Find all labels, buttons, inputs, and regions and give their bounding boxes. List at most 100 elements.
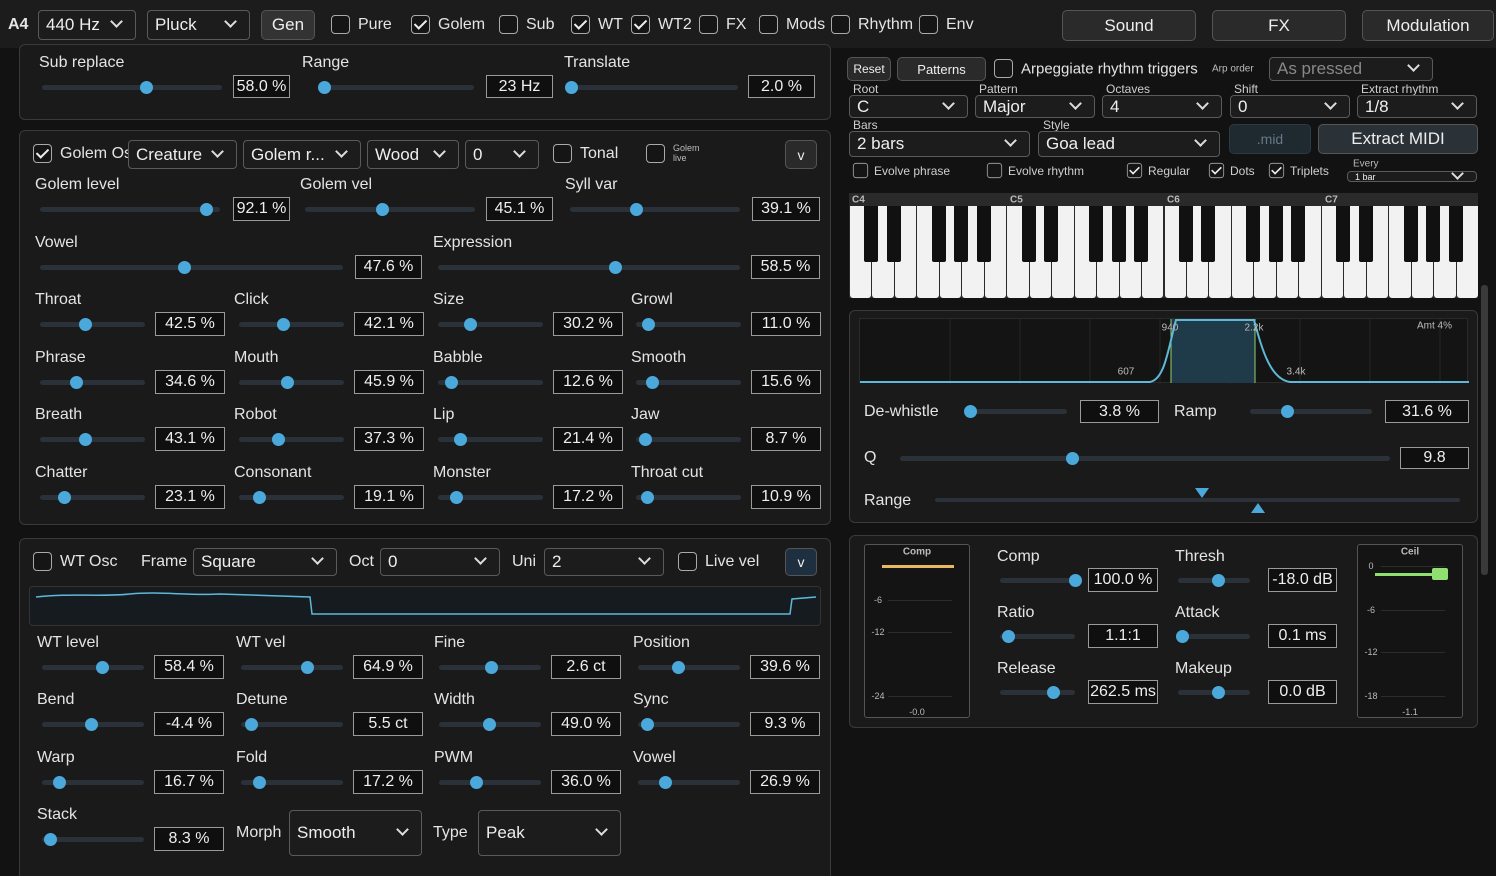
value-box[interactable]: 16.7 %: [154, 770, 224, 794]
value-box[interactable]: 43.1 %: [155, 427, 225, 451]
black-key[interactable]: [1021, 206, 1036, 262]
black-key[interactable]: [1201, 206, 1216, 262]
checkbox[interactable]: [33, 144, 52, 163]
black-key[interactable]: [1089, 206, 1104, 262]
value-box[interactable]: 26.9 %: [750, 770, 820, 794]
value-box[interactable]: 8.7 %: [751, 427, 821, 451]
slider-thumb[interactable]: [277, 318, 291, 331]
slider-thumb[interactable]: [253, 491, 267, 504]
slider-track[interactable]: [40, 437, 145, 442]
value-box[interactable]: 37.3 %: [354, 427, 424, 451]
scrollbar[interactable]: [1481, 285, 1488, 575]
slider-track[interactable]: [638, 665, 740, 670]
checkbox[interactable]: [1126, 162, 1143, 179]
slider-track[interactable]: [40, 207, 220, 212]
value-box[interactable]: 15.6 %: [751, 370, 821, 394]
value-box[interactable]: 17.2 %: [353, 770, 423, 794]
checkbox[interactable]: [831, 15, 850, 34]
slider-track[interactable]: [438, 322, 543, 327]
value-box[interactable]: 49.0 %: [551, 712, 621, 736]
slider-thumb[interactable]: [454, 433, 468, 446]
black-key[interactable]: [1178, 206, 1193, 262]
dropdown[interactable]: 1/8: [1357, 95, 1477, 118]
dropdown[interactable]: Square: [193, 548, 337, 576]
slider-track[interactable]: [438, 437, 543, 442]
slider-track[interactable]: [900, 456, 1390, 461]
slider-track[interactable]: [438, 495, 543, 500]
checkbox[interactable]: [852, 162, 869, 179]
black-key[interactable]: [1134, 206, 1149, 262]
slider-thumb[interactable]: [1211, 574, 1225, 587]
value-box[interactable]: 31.6 %: [1385, 400, 1469, 423]
slider-track[interactable]: [40, 322, 145, 327]
black-key[interactable]: [976, 206, 991, 262]
slider-track[interactable]: [239, 322, 344, 327]
slider-thumb[interactable]: [445, 376, 459, 389]
button[interactable]: Gen: [261, 10, 315, 40]
dropdown[interactable]: 0: [465, 140, 539, 169]
ceil-handle[interactable]: [1432, 568, 1448, 580]
slider-thumb[interactable]: [1175, 630, 1189, 643]
button[interactable]: FX: [1212, 10, 1346, 41]
slider-thumb[interactable]: [199, 203, 213, 216]
slider-track[interactable]: [239, 495, 344, 500]
slider-thumb[interactable]: [281, 376, 295, 389]
black-key[interactable]: [1246, 206, 1261, 262]
value-box[interactable]: -18.0 dB: [1268, 568, 1337, 592]
checkbox[interactable]: [986, 162, 1003, 179]
slider-track[interactable]: [636, 437, 741, 442]
dropdown[interactable]: Creature: [128, 140, 237, 169]
dropdown[interactable]: Smooth: [289, 810, 422, 856]
range-handle[interactable]: [1195, 488, 1209, 498]
checkbox[interactable]: [1208, 162, 1225, 179]
checkbox[interactable]: [33, 552, 52, 571]
slider-thumb[interactable]: [608, 261, 622, 274]
value-box[interactable]: 19.1 %: [354, 485, 424, 509]
slider-track[interactable]: [438, 380, 543, 385]
value-box[interactable]: 12.6 %: [553, 370, 623, 394]
value-box[interactable]: 11.0 %: [751, 312, 821, 336]
button[interactable]: v: [785, 548, 817, 576]
dropdown[interactable]: Peak: [478, 810, 621, 856]
slider-thumb[interactable]: [630, 203, 644, 216]
slider-track[interactable]: [568, 85, 738, 90]
value-box[interactable]: 5.5 ct: [353, 712, 423, 736]
black-key[interactable]: [1426, 206, 1441, 262]
dropdown[interactable]: 2 bars: [849, 131, 1030, 157]
black-key[interactable]: [931, 206, 946, 262]
slider-track[interactable]: [438, 265, 740, 270]
slider-track[interactable]: [1250, 409, 1372, 414]
black-key[interactable]: [1291, 206, 1306, 262]
slider-thumb[interactable]: [53, 776, 67, 789]
black-key[interactable]: [1448, 206, 1463, 262]
value-box[interactable]: 45.9 %: [354, 370, 424, 394]
value-box[interactable]: 8.3 %: [154, 827, 224, 851]
checkbox[interactable]: [994, 59, 1013, 78]
black-key[interactable]: [1268, 206, 1283, 262]
black-key[interactable]: [1044, 206, 1059, 262]
slider-thumb[interactable]: [44, 833, 58, 846]
black-key[interactable]: [954, 206, 969, 262]
value-box[interactable]: 10.9 %: [751, 485, 821, 509]
slider-thumb[interactable]: [252, 776, 266, 789]
dropdown[interactable]: Major: [975, 95, 1095, 118]
slider-track[interactable]: [239, 437, 344, 442]
button[interactable]: Reset: [847, 57, 891, 81]
slider-thumb[interactable]: [646, 376, 660, 389]
slider-thumb[interactable]: [58, 491, 72, 504]
black-key[interactable]: [1336, 206, 1351, 262]
slider-track[interactable]: [305, 207, 475, 212]
checkbox[interactable]: [699, 15, 718, 34]
slider-track[interactable]: [318, 85, 474, 90]
checkbox[interactable]: [411, 15, 430, 34]
slider-thumb[interactable]: [178, 261, 192, 274]
value-box[interactable]: 45.1 %: [486, 197, 553, 221]
checkbox[interactable]: [1268, 162, 1285, 179]
slider-thumb[interactable]: [450, 491, 464, 504]
slider-thumb[interactable]: [301, 661, 315, 674]
checkbox[interactable]: [646, 144, 665, 163]
value-box[interactable]: 39.6 %: [750, 655, 820, 679]
slider-track[interactable]: [241, 780, 343, 785]
slider-thumb[interactable]: [375, 203, 389, 216]
dropdown[interactable]: 0: [1230, 95, 1350, 118]
